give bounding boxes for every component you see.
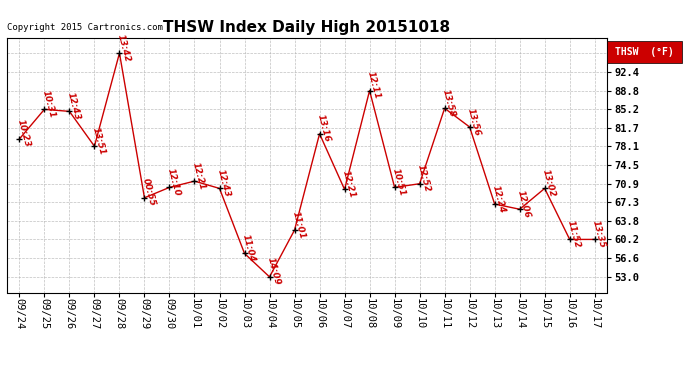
Text: 12:21: 12:21	[341, 169, 357, 199]
Text: 11:04: 11:04	[241, 233, 257, 263]
Text: 00:55: 00:55	[141, 177, 157, 207]
Text: 12:43: 12:43	[216, 168, 232, 198]
Text: 12:10: 12:10	[166, 167, 182, 197]
Text: 13:58: 13:58	[441, 88, 457, 118]
Text: THSW  (°F): THSW (°F)	[615, 46, 673, 57]
Text: 11:01: 11:01	[291, 210, 307, 240]
Text: 12:52: 12:52	[416, 164, 432, 194]
Text: Copyright 2015 Cartronics.com: Copyright 2015 Cartronics.com	[7, 23, 163, 32]
Text: 12:21: 12:21	[191, 161, 207, 191]
Text: 12:24: 12:24	[491, 184, 507, 214]
Text: 13:56: 13:56	[466, 107, 482, 136]
Text: 10:23: 10:23	[16, 118, 32, 148]
Text: 14:09: 14:09	[266, 256, 282, 286]
Text: 13:51: 13:51	[91, 126, 107, 156]
Text: 12:06: 12:06	[516, 189, 532, 219]
Text: 13:16: 13:16	[316, 114, 332, 143]
Text: 13:35: 13:35	[591, 219, 607, 249]
Text: 13:42: 13:42	[116, 33, 132, 63]
Title: THSW Index Daily High 20151018: THSW Index Daily High 20151018	[164, 20, 451, 35]
Text: 12:43: 12:43	[66, 91, 82, 121]
Text: 10:51: 10:51	[391, 167, 407, 197]
Text: 11:52: 11:52	[566, 219, 582, 249]
Text: 12:11: 12:11	[366, 70, 382, 100]
Text: 10:31: 10:31	[41, 89, 57, 119]
Text: 13:02: 13:02	[541, 168, 557, 198]
